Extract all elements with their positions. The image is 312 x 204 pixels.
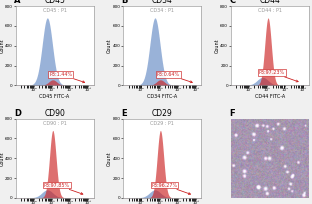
Text: E: E xyxy=(122,109,127,118)
Y-axis label: Count: Count xyxy=(107,151,112,166)
Text: CD45: CD45 xyxy=(44,0,65,5)
Text: P3:97.23%: P3:97.23% xyxy=(259,70,298,82)
Text: CD44: CD44 xyxy=(260,0,280,5)
Text: CD34 : P1: CD34 : P1 xyxy=(150,9,174,13)
Text: P3:96.27%: P3:96.27% xyxy=(151,183,191,194)
Y-axis label: Count: Count xyxy=(107,38,112,53)
Text: CD45 : P1: CD45 : P1 xyxy=(43,9,66,13)
Text: CD90: CD90 xyxy=(44,109,65,118)
X-axis label: CD44 FITC-A: CD44 FITC-A xyxy=(255,94,285,99)
X-axis label: CD45 FITC-A: CD45 FITC-A xyxy=(40,94,70,99)
Text: P3:1.44%: P3:1.44% xyxy=(49,72,85,83)
Text: A: A xyxy=(14,0,21,5)
Text: CD90 : P1: CD90 : P1 xyxy=(43,121,66,126)
Y-axis label: Count: Count xyxy=(0,151,4,166)
Text: B: B xyxy=(122,0,128,5)
X-axis label: CD34 FITC-A: CD34 FITC-A xyxy=(147,94,177,99)
Text: D: D xyxy=(14,109,21,118)
Y-axis label: Count: Count xyxy=(215,38,220,53)
Text: P3:0.64%: P3:0.64% xyxy=(157,72,192,83)
Text: CD29: CD29 xyxy=(152,109,173,118)
Y-axis label: Count: Count xyxy=(0,38,4,53)
Text: P3:97.85%: P3:97.85% xyxy=(44,183,83,194)
Text: CD34: CD34 xyxy=(152,0,173,5)
Text: CD44 : P1: CD44 : P1 xyxy=(258,9,282,13)
Text: CD29 : P1: CD29 : P1 xyxy=(150,121,174,126)
Text: F: F xyxy=(229,109,235,118)
Text: C: C xyxy=(229,0,236,5)
